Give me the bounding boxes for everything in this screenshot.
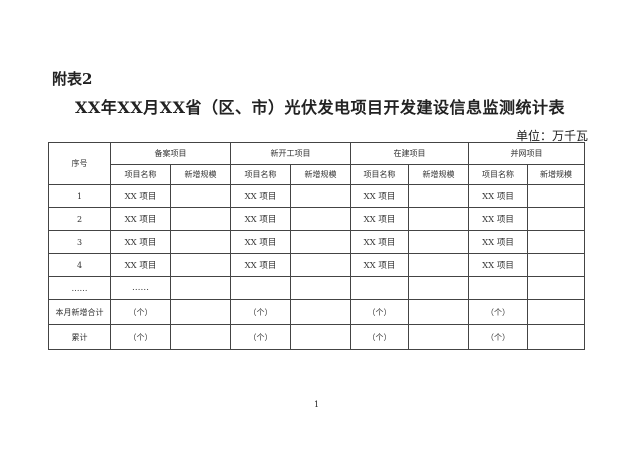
new-capacity-cell <box>290 276 351 300</box>
group-header: 备案项目 <box>110 142 231 165</box>
new-capacity-cell <box>408 299 469 325</box>
total-row: 累计 （个） （个） （个） （个） <box>48 324 585 350</box>
new-capacity-cell <box>290 207 351 231</box>
new-capacity-cell <box>408 207 469 231</box>
project-count-cell: （个） <box>230 324 291 350</box>
new-capacity-cell <box>170 184 231 208</box>
total-label: 本月新增合计 <box>48 299 111 325</box>
sub-header: 项目名称 <box>110 164 171 185</box>
project-name-cell: XX 项目 <box>230 253 291 277</box>
project-name-cell: XX 项目 <box>468 207 528 231</box>
project-name-cell: XX 项目 <box>468 184 528 208</box>
project-count-cell: （个） <box>350 324 409 350</box>
new-capacity-cell <box>527 184 585 208</box>
new-capacity-cell <box>408 324 469 350</box>
new-capacity-cell <box>527 324 585 350</box>
new-capacity-cell <box>170 207 231 231</box>
total-label: 累计 <box>48 324 111 350</box>
project-count-cell: （个） <box>110 299 171 325</box>
project-name-cell: XX 项目 <box>110 207 171 231</box>
new-capacity-cell <box>170 253 231 277</box>
project-name-cell <box>350 276 409 300</box>
sub-header: 项目名称 <box>468 164 528 185</box>
project-name-cell: XX 项目 <box>350 184 409 208</box>
project-name-cell: XX 项目 <box>110 253 171 277</box>
project-count-cell: （个） <box>230 299 291 325</box>
seq-cell: 4 <box>48 253 111 277</box>
seq-cell: 3 <box>48 230 111 254</box>
sub-header: 新增规模 <box>170 164 231 185</box>
project-name-cell: XX 项目 <box>350 207 409 231</box>
seq-cell: …… <box>48 276 111 300</box>
project-name-cell: XX 项目 <box>230 207 291 231</box>
page-title: XX年XX月XX省（区、市）光伏发电项目开发建设信息监测统计表 <box>75 98 565 117</box>
project-name-cell: XX 项目 <box>110 230 171 254</box>
new-capacity-cell <box>527 299 585 325</box>
project-name-cell: …… <box>110 276 171 300</box>
project-count-cell: （个） <box>350 299 409 325</box>
project-name-cell <box>468 276 528 300</box>
seq-cell: 2 <box>48 207 111 231</box>
new-capacity-cell <box>408 276 469 300</box>
new-capacity-cell <box>290 324 351 350</box>
new-capacity-cell <box>170 230 231 254</box>
project-name-cell: XX 项目 <box>350 253 409 277</box>
table-row: 4 XX 项目 XX 项目 XX 项目 XX 项目 <box>48 253 585 277</box>
new-capacity-cell <box>527 276 585 300</box>
sub-header: 新增规模 <box>408 164 469 185</box>
new-capacity-cell <box>408 253 469 277</box>
new-capacity-cell <box>408 230 469 254</box>
group-header: 并网项目 <box>468 142 585 165</box>
new-capacity-cell <box>170 324 231 350</box>
new-capacity-cell <box>527 230 585 254</box>
seq-cell: 1 <box>48 184 111 208</box>
new-capacity-cell <box>290 299 351 325</box>
new-capacity-cell <box>170 276 231 300</box>
table-row: 1 XX 项目 XX 项目 XX 项目 XX 项目 <box>48 184 585 208</box>
project-name-cell: XX 项目 <box>230 230 291 254</box>
project-name-cell: XX 项目 <box>468 253 528 277</box>
new-capacity-cell <box>408 184 469 208</box>
sub-header: 新增规模 <box>527 164 585 185</box>
seq-header: 序号 <box>48 142 111 185</box>
table-row: ………… <box>48 276 585 300</box>
group-header: 在建项目 <box>350 142 469 165</box>
sub-header: 新增规模 <box>290 164 351 185</box>
project-name-cell: XX 项目 <box>350 230 409 254</box>
project-count-cell: （个） <box>110 324 171 350</box>
new-capacity-cell <box>290 184 351 208</box>
unit-label: 单位：万千瓦 <box>515 129 588 143</box>
project-name-cell: XX 项目 <box>230 184 291 208</box>
project-name-cell: XX 项目 <box>468 230 528 254</box>
project-count-cell: （个） <box>468 324 528 350</box>
project-name-cell <box>230 276 291 300</box>
new-capacity-cell <box>527 253 585 277</box>
total-row: 本月新增合计 （个） （个） （个） （个） <box>48 299 585 325</box>
statistics-table: 序号 备案项目 新开工项目 在建项目 并网项目 项目名称 新增规模 项目名称 新… <box>48 142 585 350</box>
sub-header: 项目名称 <box>230 164 291 185</box>
group-header: 新开工项目 <box>230 142 351 165</box>
sub-header: 项目名称 <box>350 164 409 185</box>
new-capacity-cell <box>527 207 585 231</box>
table-row: 2 XX 项目 XX 项目 XX 项目 XX 项目 <box>48 207 585 231</box>
new-capacity-cell <box>290 230 351 254</box>
project-name-cell: XX 项目 <box>110 184 171 208</box>
project-count-cell: （个） <box>468 299 528 325</box>
new-capacity-cell <box>170 299 231 325</box>
new-capacity-cell <box>290 253 351 277</box>
annex-label: 附表2 <box>52 70 93 88</box>
page-number: 1 <box>314 400 320 409</box>
table-row: 3 XX 项目 XX 项目 XX 项目 XX 项目 <box>48 230 585 254</box>
